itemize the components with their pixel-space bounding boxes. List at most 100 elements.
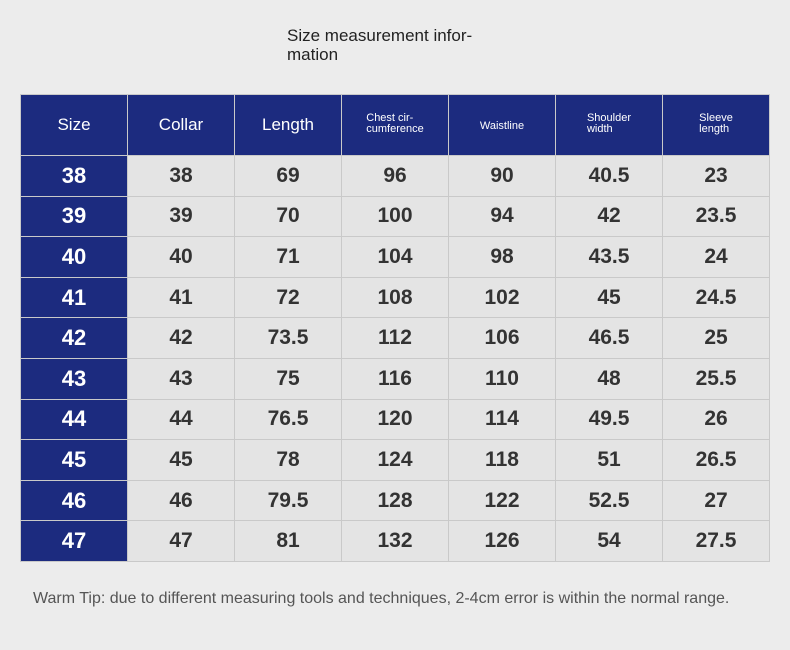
size-cell: 45 xyxy=(20,439,128,481)
measure-cell: 52.5 xyxy=(555,479,663,522)
header-text: Collar xyxy=(128,115,234,135)
table-row: 44 44 76.5 120 114 49.5 26 xyxy=(20,398,770,441)
size-cell: 46 xyxy=(20,479,128,522)
table-row: 45 45 78 124 118 51 26.5 xyxy=(20,439,770,481)
measure-cell: 102 xyxy=(448,276,556,319)
measure-cell: 42 xyxy=(555,195,663,238)
measure-cell: 23 xyxy=(662,155,770,197)
header-row: Size Collar Length Chest cir-cumference Wais… xyxy=(20,94,770,156)
table-row: 38 38 69 96 90 40.5 23 xyxy=(20,155,770,197)
measure-cell: 108 xyxy=(341,276,449,319)
measure-cell: 122 xyxy=(448,479,556,522)
size-cell: 41 xyxy=(20,276,128,319)
header-text: Shoulder width xyxy=(587,113,631,135)
measure-cell: 40 xyxy=(127,236,235,278)
measure-cell: 51 xyxy=(555,439,663,481)
measure-cell: 124 xyxy=(341,439,449,481)
table-row: 47 47 81 132 126 54 27.5 xyxy=(20,520,770,562)
measure-cell: 126 xyxy=(448,520,556,562)
measure-cell: 43 xyxy=(127,357,235,400)
measure-cell: 112 xyxy=(341,317,449,359)
header-line: length xyxy=(699,123,730,135)
measure-cell: 79.5 xyxy=(234,479,342,522)
measure-cell: 41 xyxy=(127,276,235,319)
table-row: 42 42 73.5 112 106 46.5 25 xyxy=(20,317,770,359)
column-header: Length xyxy=(234,94,342,156)
table-row: 46 46 79.5 128 122 52.5 27 xyxy=(20,479,770,522)
header-line: width xyxy=(586,123,613,135)
measure-cell: 25 xyxy=(662,317,770,359)
measure-cell: 26 xyxy=(662,398,770,441)
measure-cell: 47 xyxy=(127,520,235,562)
header-line: Sleeve xyxy=(699,112,733,124)
measure-cell: 110 xyxy=(448,357,556,400)
measure-cell: 27.5 xyxy=(662,520,770,562)
header-text: Sleeve length xyxy=(699,113,733,135)
table-row: 39 39 70 100 94 42 23.5 xyxy=(20,195,770,238)
measure-cell: 27 xyxy=(662,479,770,522)
size-cell: 40 xyxy=(20,236,128,278)
table-row: 41 41 72 108 102 45 24.5 xyxy=(20,276,770,319)
size-cell: 43 xyxy=(20,357,128,400)
measure-cell: 90 xyxy=(448,155,556,197)
measure-cell: 48 xyxy=(555,357,663,400)
column-header: Chest cir-cumference xyxy=(341,94,449,156)
measure-cell: 24 xyxy=(662,236,770,278)
size-cell: 38 xyxy=(20,155,128,197)
measure-cell: 98 xyxy=(448,236,556,278)
measure-cell: 43.5 xyxy=(555,236,663,278)
size-cell: 39 xyxy=(20,195,128,238)
measure-cell: 75 xyxy=(234,357,342,400)
measure-cell: 49.5 xyxy=(555,398,663,441)
header-text: Waistline xyxy=(480,121,524,132)
header-line: Chest cir- xyxy=(366,112,414,124)
measure-cell: 40.5 xyxy=(555,155,663,197)
size-cell: 47 xyxy=(20,520,128,562)
measure-cell: 106 xyxy=(448,317,556,359)
table-row: 43 43 75 116 110 48 25.5 xyxy=(20,357,770,400)
title-line: mation xyxy=(287,45,339,64)
header-text: Chest cir-cumference xyxy=(366,113,423,135)
measure-cell: 23.5 xyxy=(662,195,770,238)
measure-cell: 114 xyxy=(448,398,556,441)
measure-cell: 78 xyxy=(234,439,342,481)
measure-cell: 24.5 xyxy=(662,276,770,319)
measure-cell: 128 xyxy=(341,479,449,522)
warm-tip: Warm Tip: due to different measuring too… xyxy=(33,590,730,607)
measure-cell: 54 xyxy=(555,520,663,562)
header-text: Length xyxy=(235,115,341,135)
column-header: Collar xyxy=(127,94,235,156)
measure-cell: 45 xyxy=(127,439,235,481)
size-cell: 42 xyxy=(20,317,128,359)
measure-cell: 116 xyxy=(341,357,449,400)
title: Size measurement infor-mation xyxy=(287,26,472,64)
header-line: Waistline xyxy=(479,120,525,132)
measure-cell: 46 xyxy=(127,479,235,522)
measure-cell: 39 xyxy=(127,195,235,238)
header-line: Length xyxy=(262,115,314,134)
column-header: Size xyxy=(20,94,128,156)
measure-cell: 71 xyxy=(234,236,342,278)
measure-cell: 38 xyxy=(127,155,235,197)
measure-cell: 132 xyxy=(341,520,449,562)
size-cell: 44 xyxy=(20,398,128,441)
measure-cell: 69 xyxy=(234,155,342,197)
table-row: 40 40 71 104 98 43.5 24 xyxy=(20,236,770,278)
column-header: Shoulder width xyxy=(555,94,663,156)
measure-cell: 104 xyxy=(341,236,449,278)
size-table: Size Collar Length Chest cir-cumference Wais… xyxy=(20,94,770,562)
header-line: Collar xyxy=(158,115,204,134)
header-line: cumference xyxy=(366,123,424,135)
measure-cell: 76.5 xyxy=(234,398,342,441)
measure-cell: 118 xyxy=(448,439,556,481)
measure-cell: 46.5 xyxy=(555,317,663,359)
measure-cell: 70 xyxy=(234,195,342,238)
measure-cell: 96 xyxy=(341,155,449,197)
column-header: Sleeve length xyxy=(662,94,770,156)
header-text: Size xyxy=(21,115,127,135)
measure-cell: 120 xyxy=(341,398,449,441)
measure-cell: 72 xyxy=(234,276,342,319)
title-line: Size measurement infor- xyxy=(287,26,473,45)
measure-cell: 45 xyxy=(555,276,663,319)
